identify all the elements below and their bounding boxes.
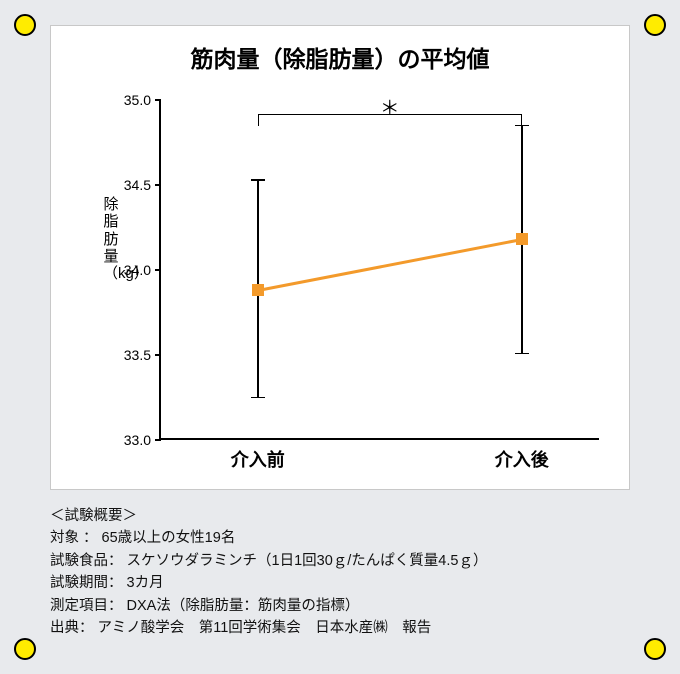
data-marker xyxy=(252,284,264,296)
ytick-mark xyxy=(155,269,161,271)
corner-dot xyxy=(14,638,36,660)
chart-title: 筋肉量（除脂肪量）の平均値 xyxy=(51,26,629,74)
details-line: 測定項目： DXA法（除脂肪量：筋肉量の指標） xyxy=(50,595,630,617)
ytick-mark xyxy=(155,439,161,441)
error-cap xyxy=(251,397,265,399)
error-cap xyxy=(251,179,265,181)
ytick-mark xyxy=(155,184,161,186)
data-line xyxy=(258,238,523,292)
corner-dot xyxy=(644,14,666,36)
xtick-label: 介入後 xyxy=(495,446,549,472)
error-cap xyxy=(515,353,529,355)
details-line: 試験期間： 3カ月 xyxy=(50,572,630,594)
corner-dot xyxy=(14,14,36,36)
chart-card: 筋肉量（除脂肪量）の平均値 33.033.534.034.535.0介入前介入後＊… xyxy=(50,25,630,490)
details-line: 試験食品： スケソウダラミンチ（1日1回30ｇ/たんぱく質量4.5ｇ） xyxy=(50,550,630,572)
ytick-label: 33.0 xyxy=(124,432,151,448)
ytick-mark xyxy=(155,99,161,101)
chart-plot-area: 33.033.534.034.535.0介入前介入後＊ xyxy=(159,100,599,440)
yaxis-label: 除脂肪量（kg） xyxy=(103,196,119,282)
ytick-mark xyxy=(155,354,161,356)
xtick-label: 介入前 xyxy=(231,446,285,472)
details-line: 出典： アミノ酸学会 第11回学術集会 日本水産㈱ 報告 xyxy=(50,617,630,639)
ytick-label: 34.5 xyxy=(124,177,151,193)
ytick-label: 35.0 xyxy=(124,92,151,108)
significance-star: ＊ xyxy=(380,92,400,121)
details-heading: ＜試験概要＞ xyxy=(50,505,630,527)
corner-dot xyxy=(644,638,666,660)
study-details: ＜試験概要＞対象 ： 65歳以上の女性19名試験食品： スケソウダラミンチ（1日… xyxy=(50,505,630,640)
ytick-label: 33.5 xyxy=(124,347,151,363)
data-marker xyxy=(516,233,528,245)
details-line: 対象 ： 65歳以上の女性19名 xyxy=(50,527,630,549)
